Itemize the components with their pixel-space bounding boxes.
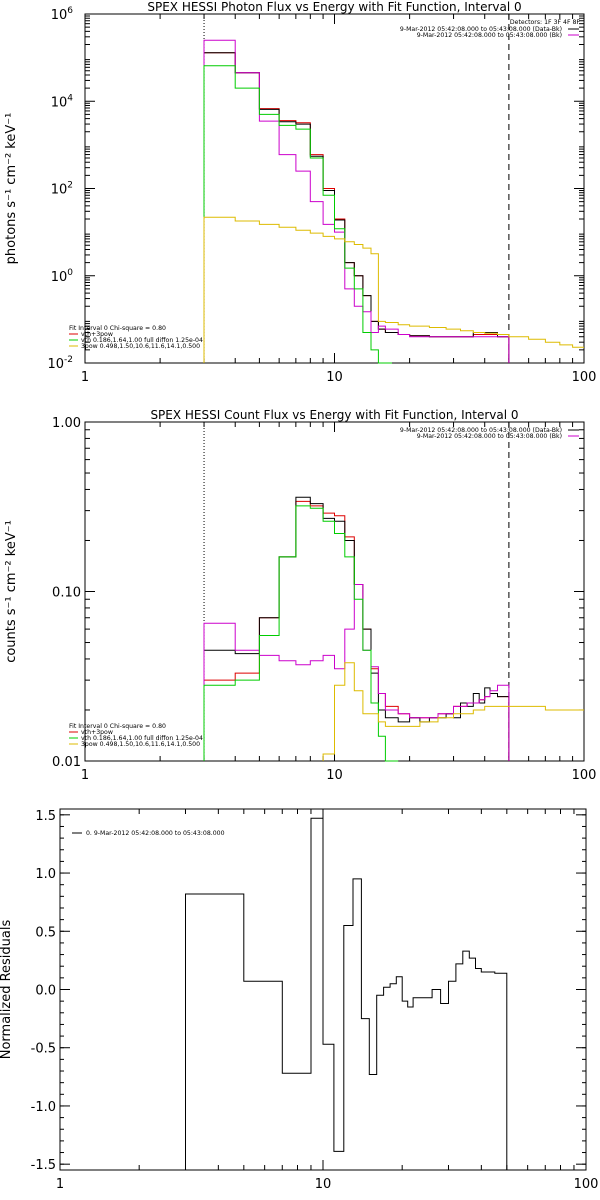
legend-entry: vth+3pow xyxy=(81,331,113,338)
y-axis-label: Normalized Residuals xyxy=(0,920,14,1060)
x-tick-label: 1 xyxy=(81,370,89,385)
header-row-text: 9-Mar-2012 05:42:08.000 to 05:43:08.000 … xyxy=(417,433,562,440)
series-line-4 xyxy=(203,216,584,363)
fit-legend: Fit Interval 0 Chi-square = 0.80vth+3pow… xyxy=(69,723,203,748)
legend-entry: vth+3pow xyxy=(81,729,113,736)
y-tick-label: 0.10 xyxy=(52,586,81,601)
y-tick-label: 0.01 xyxy=(52,755,81,770)
series-2 xyxy=(203,584,510,761)
y-tick-label: 104 xyxy=(51,93,74,110)
series-0 xyxy=(185,817,508,1170)
x-tick-label: 100 xyxy=(572,370,597,385)
series-line-1 xyxy=(203,52,510,363)
header-legend: Detectors: 1F 3F 4F 8F9-Mar-2012 05:42:0… xyxy=(400,19,581,39)
chart-panel-1: SPEX HESSI Count Flux vs Energy with Fit… xyxy=(4,408,596,783)
series-0 xyxy=(203,500,510,761)
series-line-0 xyxy=(185,817,508,1170)
series-0 xyxy=(203,52,510,363)
series-1 xyxy=(203,52,510,363)
y-tick-base: 10 xyxy=(51,95,68,110)
y-tick-label: 1.00 xyxy=(52,416,81,431)
header-row-text: 9-Mar-2012 05:42:08.000 to 05:43:08.000 … xyxy=(400,427,562,434)
series-line-3 xyxy=(203,65,392,364)
y-tick-exponent: -2 xyxy=(64,355,73,365)
y-tick-exponent: 2 xyxy=(67,181,73,191)
y-tick-base: 10 xyxy=(47,357,64,372)
y-tick-label: 0.5 xyxy=(35,925,56,940)
series-line-4 xyxy=(322,662,584,761)
legend-entry: vth 0.186,1.64,1.00 full diffon 1.25e-04 xyxy=(81,735,203,742)
series-4 xyxy=(322,662,584,761)
y-tick-exponent: 4 xyxy=(67,93,73,103)
series-3 xyxy=(203,65,392,364)
y-tick-label: -1.0 xyxy=(31,1100,56,1115)
legend-entry: 3pow 0.498,1.50,10.6,11.6,14.1,0.500 xyxy=(81,741,200,748)
y-tick-label: 10-2 xyxy=(47,355,73,372)
series-4 xyxy=(203,216,584,363)
series-line-0 xyxy=(203,52,510,363)
y-tick-label: -0.5 xyxy=(31,1042,56,1057)
y-axis-label: photons s⁻¹ cm⁻² keV⁻¹ xyxy=(4,113,19,265)
y-axis-label: counts s⁻¹ cm⁻² keV⁻¹ xyxy=(4,520,19,663)
x-tick-label: 10 xyxy=(326,370,343,385)
header-legend: 9-Mar-2012 05:42:08.000 to 05:43:08.000 … xyxy=(400,427,579,440)
y-tick-label: 102 xyxy=(51,181,73,198)
chart-panel-2: 1 10 100 -1.5 -1.0 -0.5 0.0 0.5 1.0 1.5 Normalized… xyxy=(0,808,599,1192)
x-tick-label: 100 xyxy=(574,1177,599,1192)
series-2 xyxy=(203,39,510,363)
y-tick-label: -1.5 xyxy=(31,1158,56,1173)
x-tick-label: 1 xyxy=(56,1177,64,1192)
legend-title: Fit Interval 0 Chi-square = 0.80 xyxy=(69,325,166,332)
y-tick-base: 10 xyxy=(51,183,68,198)
series-line-1 xyxy=(203,496,510,761)
legend-entry: 3pow 0.498,1.50,10.6,11.6,14.1,0.500 xyxy=(81,343,200,350)
legend-title: Fit Interval 0 Chi-square = 0.80 xyxy=(69,723,166,730)
legend-entry: vth 0.186,1.64,1.00 full diffon 1.25e-04 xyxy=(81,337,203,344)
series-1 xyxy=(203,496,510,761)
x-tick-label: 10 xyxy=(326,768,343,783)
x-tick-label: 100 xyxy=(572,768,597,783)
chart-title: SPEX HESSI Photon Flux vs Energy with Fi… xyxy=(147,0,521,14)
y-tick-label: 106 xyxy=(51,6,74,23)
series-3 xyxy=(203,505,399,762)
y-tick-exponent: 0 xyxy=(67,268,73,278)
x-tick-label: 1 xyxy=(81,768,89,783)
chart-panel-0: SPEX HESSI Photon Flux vs Energy with Fi… xyxy=(4,0,596,385)
series-line-3 xyxy=(203,505,399,762)
series-line-2 xyxy=(203,39,510,363)
header-row-text: 9-Mar-2012 05:42:08.000 to 05:43:08.000 … xyxy=(400,26,562,33)
series-line-2 xyxy=(203,584,510,761)
y-tick-label: 100 xyxy=(51,268,74,285)
chart-title: SPEX HESSI Count Flux vs Energy with Fit… xyxy=(150,408,518,422)
series-line-0 xyxy=(203,500,510,761)
y-tick-label: 1.5 xyxy=(35,809,56,824)
header-row-text: 9-Mar-2012 05:42:08.000 to 05:43:08.000 … xyxy=(417,32,562,39)
y-tick-exponent: 6 xyxy=(67,6,73,16)
fit-legend: Fit Interval 0 Chi-square = 0.80vth+3pow… xyxy=(69,325,203,350)
x-tick-label: 10 xyxy=(315,1177,332,1192)
y-tick-base: 10 xyxy=(51,8,68,23)
header-title: Detectors: 1F 3F 4F 8F xyxy=(510,19,581,26)
legend-entry: 0. 9-Mar-2012 05:42:08.000 to 05:43:08.0… xyxy=(86,830,225,837)
y-tick-label: 1.0 xyxy=(35,867,56,882)
y-tick-base: 10 xyxy=(51,270,68,285)
fit-legend: 0. 9-Mar-2012 05:42:08.000 to 05:43:08.0… xyxy=(72,830,225,837)
y-tick-label: 0.0 xyxy=(35,984,56,999)
